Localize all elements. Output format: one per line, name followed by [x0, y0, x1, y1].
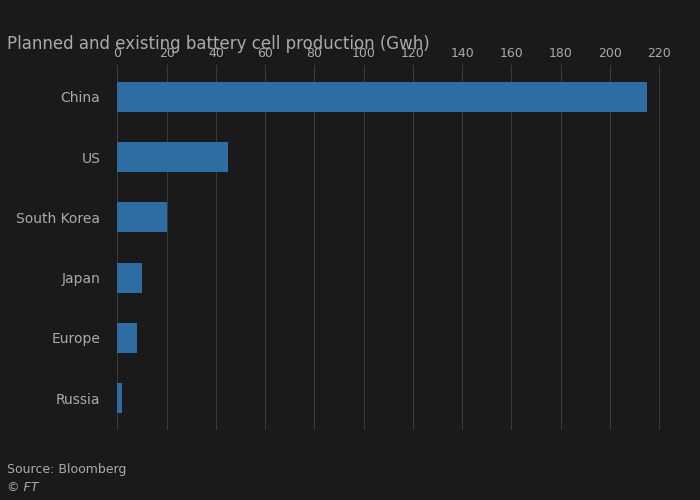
Text: © FT: © FT — [7, 481, 38, 494]
Bar — [118, 323, 137, 353]
Bar — [118, 142, 228, 172]
Bar — [118, 262, 142, 292]
Bar — [118, 383, 122, 414]
Bar — [118, 82, 647, 112]
Text: Source: Bloomberg: Source: Bloomberg — [7, 462, 127, 475]
Bar — [118, 202, 167, 232]
Text: Planned and existing battery cell production (Gwh): Planned and existing battery cell produc… — [7, 35, 430, 53]
